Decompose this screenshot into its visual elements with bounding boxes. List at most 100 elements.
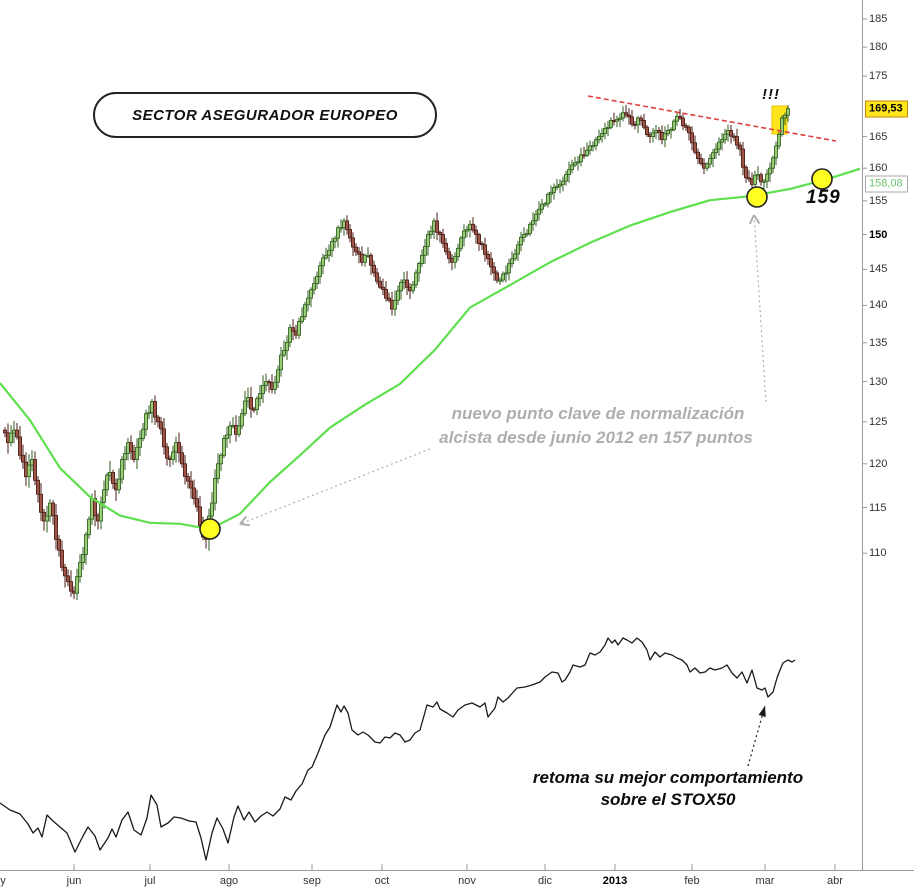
candle-body bbox=[419, 254, 424, 264]
candle-body bbox=[416, 263, 421, 274]
candle-body bbox=[558, 183, 563, 187]
candle-body bbox=[212, 478, 217, 504]
candle-body bbox=[143, 413, 148, 430]
candle-body bbox=[452, 256, 457, 263]
candle-body bbox=[248, 397, 253, 410]
candle-body bbox=[485, 253, 490, 260]
candle-body bbox=[123, 453, 128, 460]
x-tick-label: mar bbox=[755, 875, 775, 887]
candle-body bbox=[314, 275, 319, 285]
candle-body bbox=[69, 581, 74, 592]
candle-body bbox=[284, 341, 289, 351]
candle-body bbox=[573, 162, 578, 166]
candle-body bbox=[221, 438, 226, 456]
candle-body bbox=[534, 213, 539, 222]
candle-body bbox=[254, 398, 259, 411]
y-tick-label: 130 bbox=[869, 375, 888, 388]
key-point-circle bbox=[746, 186, 768, 208]
candle-body bbox=[759, 174, 764, 183]
moving-average-line bbox=[0, 167, 861, 531]
candle-body bbox=[458, 237, 463, 249]
candle-body bbox=[600, 133, 605, 137]
candle-body bbox=[513, 253, 518, 260]
candle-body bbox=[630, 116, 635, 125]
candle-body bbox=[516, 244, 521, 255]
y-tick-label: 180 bbox=[869, 41, 888, 54]
candle-body bbox=[666, 129, 671, 135]
candle-body bbox=[290, 327, 295, 332]
candle-body bbox=[428, 230, 433, 235]
candle-body bbox=[386, 297, 391, 301]
candle-body bbox=[78, 562, 83, 578]
key-point-annotation-line1: nuevo punto clave de normalización bbox=[451, 404, 745, 423]
candle-body bbox=[140, 428, 145, 439]
annotation-arrow-head bbox=[239, 515, 248, 525]
y-tick-label: 150 bbox=[869, 228, 888, 241]
candle-body bbox=[362, 255, 367, 263]
candle-body bbox=[627, 114, 632, 118]
candle-body bbox=[326, 249, 331, 256]
candle-body bbox=[696, 151, 701, 160]
candle-body bbox=[239, 413, 244, 427]
candle-body bbox=[170, 451, 175, 460]
candle-body bbox=[555, 185, 560, 189]
candle-body bbox=[528, 223, 533, 234]
candle-body bbox=[152, 401, 157, 418]
relative-annotation-arrow bbox=[747, 705, 766, 767]
candle-body bbox=[317, 265, 322, 277]
candle-body bbox=[714, 148, 719, 154]
candle-body bbox=[392, 299, 397, 310]
candle-body bbox=[497, 279, 502, 282]
candle-body bbox=[81, 553, 86, 564]
candle-body bbox=[690, 132, 695, 144]
candle-body bbox=[263, 381, 268, 386]
candle-body bbox=[120, 459, 125, 480]
candle-body bbox=[350, 237, 355, 248]
candle-body bbox=[164, 446, 169, 459]
relative-annotation-line1: retoma su mejor comportamiento bbox=[532, 768, 804, 787]
candle-body bbox=[311, 283, 316, 291]
candle-body bbox=[26, 464, 31, 478]
candle-body bbox=[684, 125, 689, 128]
candle-body bbox=[395, 290, 400, 301]
y-tick-label: 125 bbox=[869, 415, 888, 428]
candle-body bbox=[224, 434, 229, 439]
candle-body bbox=[777, 133, 782, 147]
candle-body bbox=[60, 549, 65, 568]
candle-body bbox=[14, 429, 19, 438]
candle-body bbox=[356, 251, 361, 255]
candle-body bbox=[299, 316, 304, 322]
candle-body bbox=[705, 163, 710, 169]
x-tick-label: feb bbox=[684, 875, 700, 887]
candle-body bbox=[693, 142, 698, 153]
y-tick-label: 110 bbox=[869, 547, 887, 560]
candle-body bbox=[383, 288, 388, 299]
candle-body bbox=[753, 174, 758, 185]
candle-body bbox=[236, 425, 241, 435]
candle-body bbox=[215, 463, 220, 479]
candle-body bbox=[494, 272, 499, 281]
candle-body bbox=[179, 452, 184, 465]
y-tick-label: 185 bbox=[869, 13, 888, 25]
x-tick-label: sep bbox=[303, 875, 321, 887]
candle-body bbox=[585, 149, 590, 156]
annotation-arrow-head bbox=[748, 214, 755, 225]
candle-body bbox=[642, 119, 647, 128]
relative-annotation-arrow-head bbox=[758, 706, 766, 717]
breakout-exclamation: !!! bbox=[762, 86, 780, 103]
candle-body bbox=[437, 231, 442, 235]
candle-body bbox=[398, 281, 403, 292]
candle-body bbox=[374, 272, 379, 282]
relative-annotation-line2: sobre el STOX50 bbox=[600, 790, 736, 809]
candle-body bbox=[639, 117, 644, 121]
candle-body bbox=[741, 148, 746, 168]
moving-average-price-tag: 158,08 bbox=[865, 175, 908, 193]
candle-body bbox=[525, 232, 530, 235]
candle-body bbox=[434, 220, 439, 233]
y-tick-label: 115 bbox=[869, 501, 887, 514]
candle-body bbox=[522, 234, 527, 238]
candle-body bbox=[482, 244, 487, 255]
candle-body bbox=[606, 126, 611, 129]
candle-body bbox=[275, 369, 280, 383]
candle-body bbox=[594, 139, 599, 147]
